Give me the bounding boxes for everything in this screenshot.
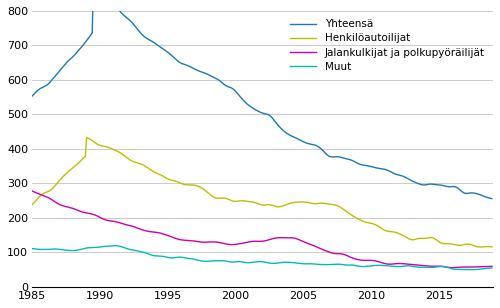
Jalankulkijat ja polkupyöräilijät — [450, 266, 456, 270]
Muut — [90, 246, 96, 249]
Henkilöautoilijat — [489, 245, 495, 249]
Muut — [197, 259, 203, 262]
Muut — [112, 244, 118, 248]
Jalankulkijat ja polkupyöräilijät — [242, 241, 248, 245]
Muut — [243, 261, 249, 265]
Henkilöautoilijat — [266, 203, 272, 207]
Line: Henkilöautoilijat: Henkilöautoilijat — [32, 137, 492, 247]
Yhteensä — [29, 94, 35, 98]
Jalankulkijat ja polkupyöräilijät — [90, 213, 96, 216]
Jalankulkijat ja polkupyöräilijät — [264, 238, 270, 242]
Jalankulkijat ja polkupyöräilijät — [489, 265, 495, 268]
Muut — [266, 261, 272, 265]
Henkilöautoilijat — [92, 140, 98, 144]
Line: Jalankulkijat ja polkupyöräilijät: Jalankulkijat ja polkupyöräilijät — [32, 191, 492, 268]
Line: Yhteensä: Yhteensä — [32, 0, 492, 199]
Muut — [468, 268, 474, 271]
Line: Muut: Muut — [32, 246, 492, 270]
Muut — [413, 265, 419, 269]
Henkilöautoilijat — [345, 211, 351, 215]
Jalankulkijat ja polkupyöräilijät — [29, 189, 35, 193]
Henkilöautoilijat — [413, 237, 419, 241]
Jalankulkijat ja polkupyöräilijät — [412, 263, 418, 267]
Henkilöautoilijat — [478, 245, 484, 249]
Henkilöautoilijat — [84, 136, 89, 139]
Muut — [29, 247, 35, 250]
Jalankulkijat ja polkupyöräilijät — [344, 254, 350, 257]
Henkilöautoilijat — [197, 185, 203, 189]
Henkilöautoilijat — [243, 199, 249, 203]
Yhteensä — [413, 181, 419, 184]
Yhteensä — [345, 157, 351, 161]
Henkilöautoilijat — [29, 203, 35, 206]
Muut — [345, 263, 351, 267]
Yhteensä — [243, 101, 249, 105]
Yhteensä — [197, 70, 203, 73]
Yhteensä — [489, 197, 495, 201]
Jalankulkijat ja polkupyöräilijät — [196, 240, 202, 244]
Legend: Yhteensä, Henkilöautoilijat, Jalankulkijat ja polkupyöräilijät, Muut: Yhteensä, Henkilöautoilijat, Jalankulkij… — [287, 16, 488, 75]
Muut — [489, 266, 495, 270]
Yhteensä — [266, 113, 272, 117]
